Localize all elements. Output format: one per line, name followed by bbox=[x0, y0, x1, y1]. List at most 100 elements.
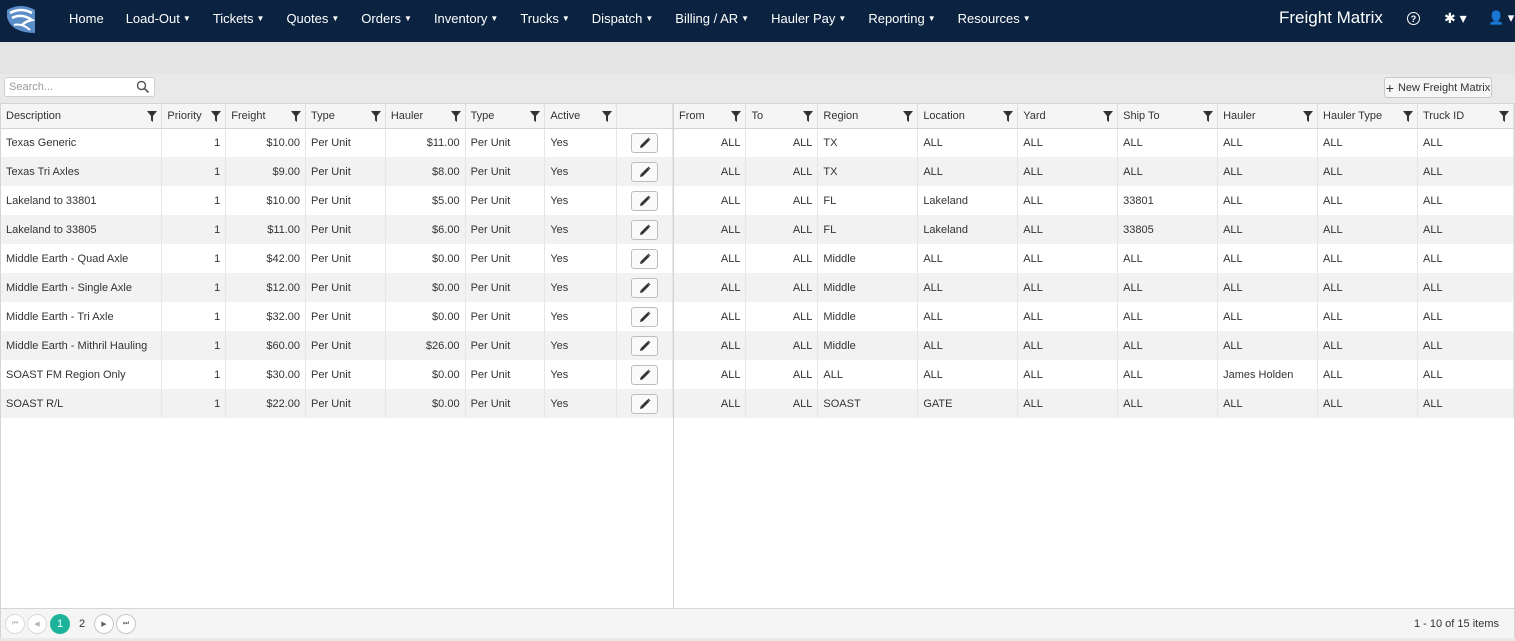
filter-icon[interactable] bbox=[1303, 111, 1314, 122]
nav-item-load-out[interactable]: Load-Out ▼ bbox=[115, 11, 202, 26]
new-freight-matrix-button[interactable]: + New Freight Matrix bbox=[1384, 77, 1492, 98]
edit-button[interactable] bbox=[631, 277, 659, 298]
column-header[interactable]: Hauler bbox=[1217, 104, 1319, 129]
caret-down-icon: ▼ bbox=[331, 14, 340, 23]
column-header[interactable]: Hauler Type bbox=[1317, 104, 1418, 129]
table-row[interactable]: ALL ALL FL Lakeland ALL 33801 ALL ALL ALL bbox=[674, 186, 1514, 215]
table-row[interactable]: Middle Earth - Mithril Hauling 1 $60.00 Per… bbox=[1, 331, 673, 360]
edit-button[interactable] bbox=[631, 393, 659, 414]
next-page-icon[interactable]: ▶ bbox=[94, 614, 114, 634]
column-header[interactable] bbox=[616, 104, 673, 129]
table-row[interactable]: Lakeland to 33805 1 $11.00 Per Unit $6.00 Per… bbox=[1, 215, 673, 244]
column-header[interactable]: Truck ID bbox=[1417, 104, 1514, 129]
filter-icon[interactable] bbox=[370, 111, 381, 122]
page-1-button[interactable]: 1 bbox=[50, 614, 70, 634]
filter-icon[interactable] bbox=[731, 111, 742, 122]
cell-freight: $12.00 bbox=[225, 273, 307, 302]
table-row[interactable]: ALL ALL Middle ALL ALL ALL ALL ALL ALL bbox=[674, 244, 1514, 273]
cell-edit bbox=[616, 389, 673, 418]
nav-item-dispatch[interactable]: Dispatch ▼ bbox=[581, 11, 665, 26]
table-row[interactable]: ALL ALL SOAST GATE ALL ALL ALL ALL ALL bbox=[674, 389, 1514, 418]
app-logo-icon[interactable] bbox=[4, 3, 38, 37]
nav-item-hauler-pay[interactable]: Hauler Pay ▼ bbox=[760, 11, 857, 26]
column-header[interactable]: Priority bbox=[161, 104, 227, 129]
cell-description: Middle Earth - Tri Axle bbox=[1, 302, 163, 331]
filter-icon[interactable] bbox=[450, 111, 461, 122]
edit-button[interactable] bbox=[631, 248, 659, 269]
column-header[interactable]: Active bbox=[544, 104, 618, 129]
edit-button[interactable] bbox=[631, 190, 659, 211]
page-2-button[interactable]: 2 bbox=[78, 618, 86, 630]
column-header[interactable]: Ship To bbox=[1117, 104, 1219, 129]
edit-button[interactable] bbox=[631, 132, 659, 153]
table-row[interactable]: ALL ALL TX ALL ALL ALL ALL ALL ALL bbox=[674, 157, 1514, 186]
nav-item-trucks[interactable]: Trucks ▼ bbox=[509, 11, 580, 26]
filter-icon[interactable] bbox=[530, 111, 541, 122]
table-row[interactable]: ALL ALL Middle ALL ALL ALL ALL ALL ALL bbox=[674, 331, 1514, 360]
cell-edit bbox=[616, 331, 673, 360]
search-icon[interactable] bbox=[136, 80, 150, 94]
column-header[interactable]: Yard bbox=[1017, 104, 1119, 129]
table-row[interactable]: ALL ALL Middle ALL ALL ALL ALL ALL ALL bbox=[674, 273, 1514, 302]
table-row[interactable]: SOAST R/L 1 $22.00 Per Unit $0.00 Per Unit Yes bbox=[1, 389, 673, 418]
table-row[interactable]: Middle Earth - Quad Axle 1 $42.00 Per Unit $… bbox=[1, 244, 673, 273]
settings-gear-icon[interactable]: ✱ ▾ bbox=[1444, 10, 1467, 26]
column-header[interactable]: To bbox=[745, 104, 819, 129]
pencil-icon bbox=[639, 137, 650, 148]
filter-icon[interactable] bbox=[211, 111, 222, 122]
filter-icon[interactable] bbox=[147, 111, 158, 122]
edit-button[interactable] bbox=[631, 161, 659, 182]
column-header[interactable]: Freight bbox=[225, 104, 307, 129]
table-row[interactable]: Texas Tri Axles 1 $9.00 Per Unit $8.00 Per Un… bbox=[1, 157, 673, 186]
nav-item-orders[interactable]: Orders ▼ bbox=[350, 11, 423, 26]
nav-item-tickets[interactable]: Tickets ▼ bbox=[202, 11, 276, 26]
nav-item-reporting[interactable]: Reporting ▼ bbox=[857, 11, 946, 26]
filter-icon[interactable] bbox=[1499, 111, 1509, 122]
filter-icon[interactable] bbox=[1103, 111, 1114, 122]
nav-item-home[interactable]: Home bbox=[58, 11, 115, 26]
table-row[interactable]: ALL ALL FL Lakeland ALL 33805 ALL ALL ALL bbox=[674, 215, 1514, 244]
cell-freight: $11.00 bbox=[225, 215, 307, 244]
filter-icon[interactable] bbox=[291, 111, 302, 122]
cell-type: Per Unit bbox=[305, 389, 386, 418]
table-row[interactable]: Texas Generic 1 $10.00 Per Unit $11.00 Per Un… bbox=[1, 128, 673, 157]
nav-item-quotes[interactable]: Quotes ▼ bbox=[275, 11, 350, 26]
table-row[interactable]: Middle Earth - Single Axle 1 $12.00 Per Uni… bbox=[1, 273, 673, 302]
edit-button[interactable] bbox=[631, 364, 659, 385]
column-header[interactable]: Hauler bbox=[385, 104, 466, 129]
cell-from: ALL bbox=[674, 331, 747, 360]
filter-icon[interactable] bbox=[803, 111, 814, 122]
edit-button[interactable] bbox=[631, 219, 659, 240]
table-row[interactable]: ALL ALL TX ALL ALL ALL ALL ALL ALL bbox=[674, 128, 1514, 157]
nav-item-billing-ar[interactable]: Billing / AR ▼ bbox=[664, 11, 760, 26]
table-row[interactable]: ALL ALL Middle ALL ALL ALL ALL ALL ALL bbox=[674, 302, 1514, 331]
last-page-icon[interactable]: ⏭ bbox=[116, 614, 136, 634]
filter-icon[interactable] bbox=[1003, 111, 1014, 122]
table-row[interactable]: Middle Earth - Tri Axle 1 $32.00 Per Unit $0… bbox=[1, 302, 673, 331]
cell-ship-to: 33805 bbox=[1117, 215, 1219, 244]
cell-freight: $32.00 bbox=[225, 302, 307, 331]
nav-item-inventory[interactable]: Inventory ▼ bbox=[423, 11, 509, 26]
filter-icon[interactable] bbox=[602, 111, 613, 122]
help-icon[interactable]: ? bbox=[1407, 12, 1420, 25]
prev-page-icon[interactable]: ◀ bbox=[27, 614, 47, 634]
filter-icon[interactable] bbox=[1203, 111, 1214, 122]
table-row[interactable]: ALL ALL ALL ALL ALL ALL James Holden ALL ALL bbox=[674, 360, 1514, 389]
search-input[interactable] bbox=[5, 78, 133, 96]
column-header[interactable]: Region bbox=[817, 104, 919, 129]
filter-icon[interactable] bbox=[1403, 111, 1413, 122]
first-page-icon[interactable]: ⏮ bbox=[5, 614, 25, 634]
edit-button[interactable] bbox=[631, 306, 659, 327]
table-row[interactable]: SOAST FM Region Only 1 $30.00 Per Unit $0.00… bbox=[1, 360, 673, 389]
column-header[interactable]: Type bbox=[305, 104, 386, 129]
table-row[interactable]: Lakeland to 33801 1 $10.00 Per Unit $5.00 Per… bbox=[1, 186, 673, 215]
user-menu-icon[interactable]: 👤 ▾ bbox=[1488, 10, 1515, 25]
edit-button[interactable] bbox=[631, 335, 659, 356]
cell-location: ALL bbox=[917, 244, 1019, 273]
column-header[interactable]: Description bbox=[1, 104, 163, 129]
filter-icon[interactable] bbox=[903, 111, 914, 122]
nav-item-resources[interactable]: Resources ▼ bbox=[947, 11, 1042, 26]
column-header[interactable]: Type bbox=[465, 104, 546, 129]
column-header[interactable]: From bbox=[674, 104, 747, 129]
column-header[interactable]: Location bbox=[917, 104, 1019, 129]
